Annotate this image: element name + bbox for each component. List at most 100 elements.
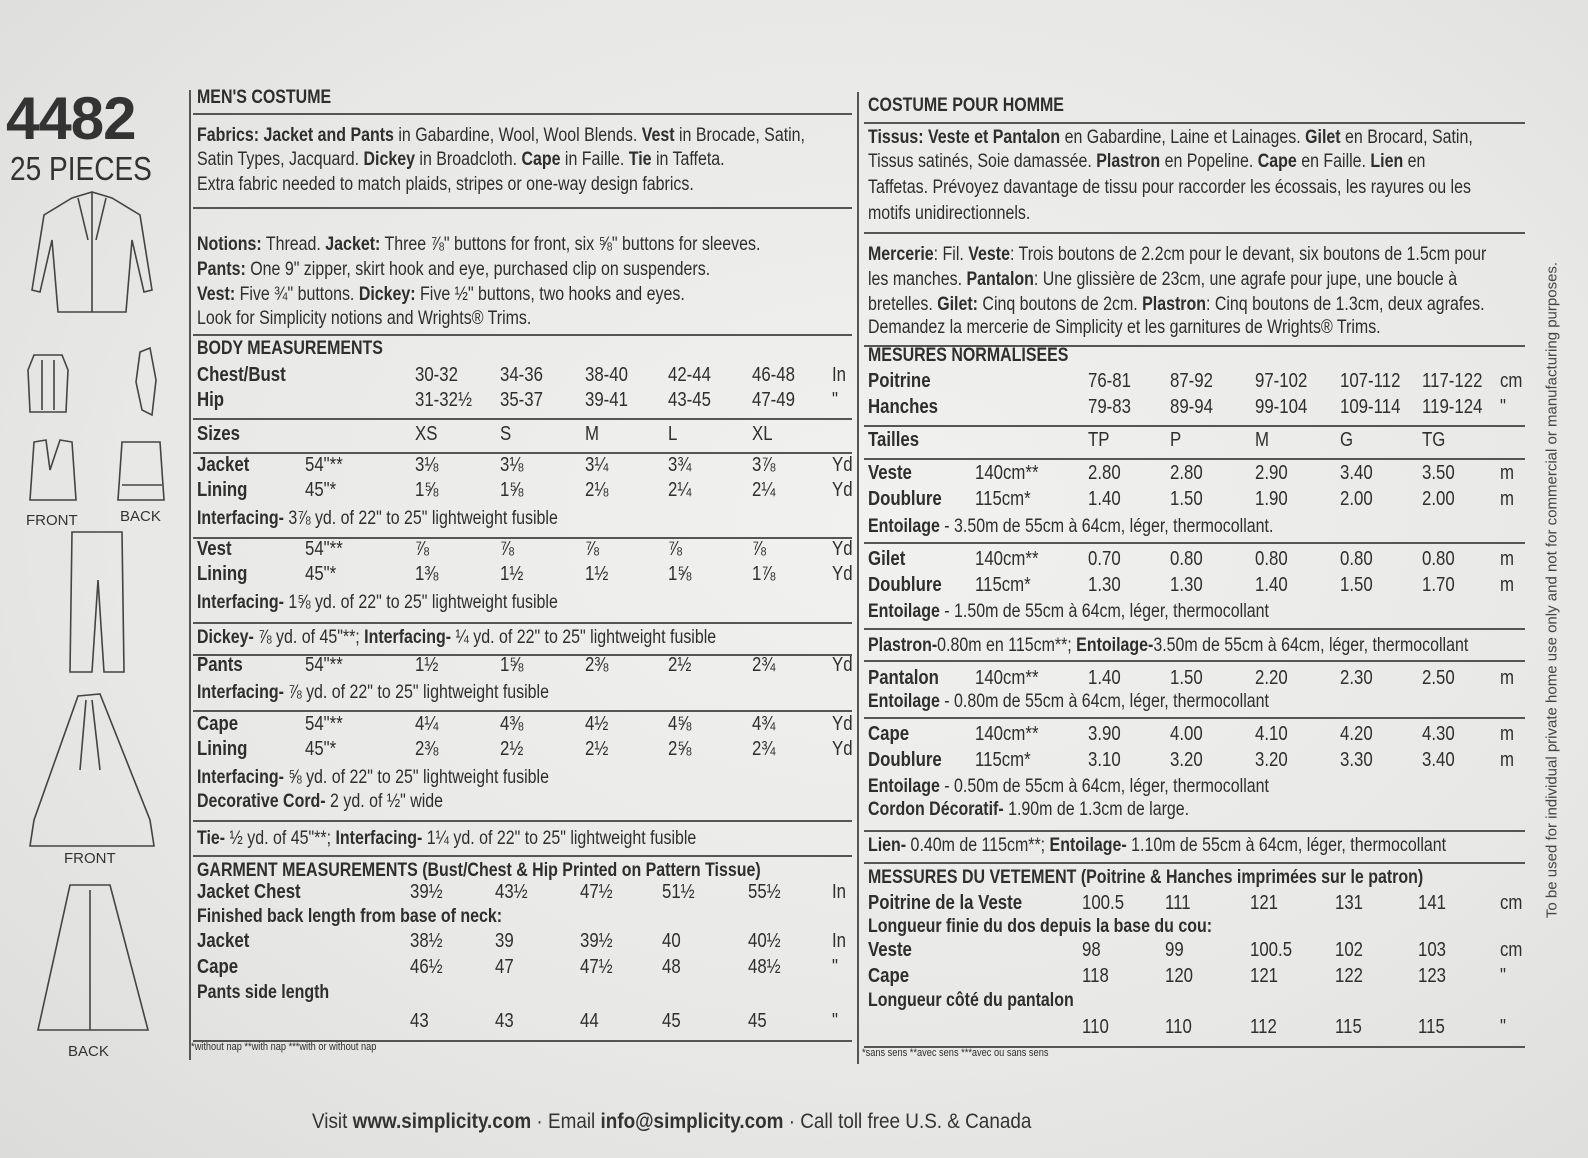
size-value: 4.30 [1422, 723, 1455, 745]
size-value: 31-32½ [415, 389, 472, 411]
text-segment: Tissus satinés, Soie damassée. [868, 151, 1097, 172]
text-segment: in Taffeta. [651, 149, 725, 170]
section-rule [193, 710, 852, 712]
size-value: 110 [1082, 1016, 1109, 1038]
bold-term: Veste [968, 244, 1010, 265]
size-value: 43 [410, 1010, 429, 1032]
size-value: 1⅞ [752, 563, 776, 585]
size-value: 1⅝ [500, 654, 524, 676]
size-value: ⅞ [500, 538, 515, 560]
size-value: 51½ [662, 881, 695, 903]
size-value: 3.90 [1088, 723, 1121, 745]
bold-term: Tie- [197, 828, 226, 849]
unit: m [1500, 488, 1515, 510]
size-value: 100.5 [1250, 939, 1293, 961]
size-value: M [585, 423, 600, 445]
size-value: 102 [1335, 939, 1364, 961]
front-label: FRONT [64, 850, 116, 867]
section-rule [193, 452, 852, 454]
size-value: M [1255, 429, 1270, 451]
text-line: Fabrics: Jacket and Pants in Gabardine, … [197, 125, 805, 147]
size-value: 2¼ [752, 479, 776, 501]
row-label: Poitrine [868, 370, 931, 392]
row-label: Lining [197, 479, 248, 501]
size-value: 3⅛ [500, 454, 524, 476]
size-value: 89-94 [1170, 396, 1213, 418]
size-value: ⅞ [752, 538, 767, 560]
text-line: Entoilage - 0.50m de 55cm à 64cm, léger,… [868, 776, 1269, 798]
text-line: Longueur côté du pantalon [868, 990, 1074, 1012]
text-line: Demandez la mercerie de Simplicity et le… [868, 317, 1381, 339]
column-divider [857, 92, 859, 1064]
size-value: 38-40 [585, 364, 628, 386]
row-label: Cape [868, 723, 910, 745]
size-value: S [500, 423, 512, 445]
bold-term: Notions: [197, 234, 262, 255]
size-value: XS [415, 423, 438, 445]
section-rule [864, 830, 1525, 832]
size-value: ⅞ [585, 538, 600, 560]
footer-visit: Visit [312, 1110, 353, 1133]
unit: " [832, 1010, 838, 1032]
size-value: 42-44 [668, 364, 711, 386]
size-value: 47-49 [752, 389, 795, 411]
size-value: 99-104 [1255, 396, 1308, 418]
size-value: 1.50 [1340, 574, 1373, 596]
bold-term: Jacket: [325, 234, 381, 255]
fabric-width: 140cm** [975, 548, 1039, 570]
size-value: 100.5 [1082, 892, 1125, 914]
bold-term: Cape [521, 149, 561, 170]
bold-term: Pants side length [197, 982, 330, 1003]
size-value: 30-32 [415, 364, 458, 386]
row-label: Hanches [868, 396, 939, 418]
text-line: Entoilage - 3.50m de 55cm à 64cm, léger,… [868, 516, 1273, 538]
size-value: 1.50 [1170, 488, 1203, 510]
text-segment: : Fil. [933, 244, 969, 265]
fabric-width: 45"* [305, 563, 337, 585]
size-value: 1⅝ [415, 479, 439, 501]
row-label: Sizes [197, 423, 240, 445]
section-rule [864, 542, 1525, 544]
fabric-width: 54"** [305, 654, 343, 676]
text-segment: - 1.50m de 55cm à 64cm, léger, thermocol… [939, 601, 1269, 622]
section-rule [864, 862, 1525, 864]
website-link[interactable]: www.simplicity.com [352, 1110, 532, 1133]
size-value: 43 [495, 1010, 514, 1032]
section-rule [193, 418, 852, 420]
size-value: 2.80 [1170, 462, 1203, 484]
text-line: bretelles. Gilet: Cinq boutons de 2cm. P… [868, 294, 1485, 316]
size-value: 76-81 [1088, 370, 1131, 392]
text-line: Pants: One 9" zipper, skirt hook and eye… [197, 259, 710, 281]
section-heading: COSTUME POUR HOMME [868, 95, 1064, 116]
size-value: 2½ [585, 738, 609, 760]
section-rule [193, 1040, 852, 1042]
size-value: 110 [1165, 1016, 1192, 1038]
size-value: 1½ [415, 654, 439, 676]
text-line: Notions: Thread. Jacket: Three ⅞" button… [197, 234, 760, 256]
dickey-sketch-icon [27, 354, 69, 413]
size-value: 97-102 [1255, 370, 1308, 392]
text-segment: Look for Simplicity notions and Wrights®… [197, 308, 532, 329]
size-value: 3.40 [1340, 462, 1373, 484]
fabric-width: 45"* [305, 738, 337, 760]
bold-term: MESSURES DU VETEMENT (Poitrine & Hanches… [868, 867, 1424, 888]
size-value: 1⅝ [500, 479, 524, 501]
size-value: 2.90 [1255, 462, 1288, 484]
text-segment: en Brocard, Satin, [1340, 127, 1473, 148]
section-heading: BODY MEASUREMENTS [197, 338, 383, 359]
email-link[interactable]: info@simplicity.com [600, 1110, 784, 1133]
text-segment: in Broadcloth. [414, 149, 522, 170]
size-value: 1.50 [1170, 667, 1203, 689]
unit: In [832, 930, 847, 952]
bold-term: Interfacing- [364, 627, 452, 648]
text-segment: - 0.80m de 55cm à 64cm, léger, thermocol… [939, 691, 1269, 712]
bold-term: Lien [1370, 151, 1404, 172]
usage-notice: To be used for individual private home u… [1543, 261, 1561, 919]
size-value: 2½ [500, 738, 524, 760]
size-value: 109-114 [1340, 396, 1401, 418]
row-label: Tailles [868, 429, 920, 451]
bold-term: Entoilage [868, 691, 940, 712]
size-value: G [1340, 429, 1354, 451]
size-value: 44 [580, 1010, 599, 1032]
bold-term: Tissus: Veste et Pantalon [868, 127, 1061, 148]
